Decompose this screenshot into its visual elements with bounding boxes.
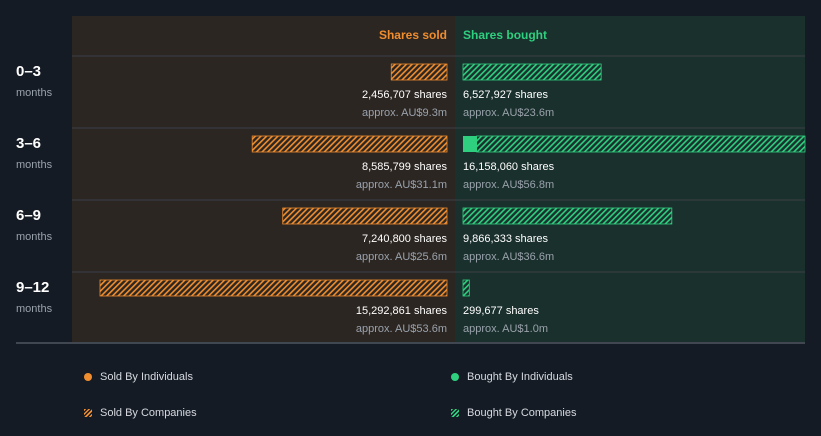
- bought-companies-bar: [462, 207, 673, 225]
- bought-companies-bar: [462, 63, 602, 81]
- legend-label: Bought By Individuals: [467, 371, 573, 383]
- period-label: 0–3: [16, 63, 41, 80]
- sold-companies-bar: [390, 63, 448, 81]
- bought-value-label: approx. AU$23.6m: [463, 107, 554, 119]
- bought-value-label: approx. AU$1.0m: [463, 323, 548, 335]
- sold-value-label: approx. AU$25.6m: [356, 251, 447, 263]
- legend-sold-individuals: Sold By Individuals: [84, 371, 193, 383]
- period-label: 3–6: [16, 135, 41, 152]
- period-label: 6–9: [16, 207, 41, 224]
- legend-label: Sold By Individuals: [100, 371, 193, 383]
- period-unit: months: [16, 303, 53, 315]
- sold-shares-label: 7,240,800 shares: [362, 233, 448, 245]
- sold-shares-label: 2,456,707 shares: [362, 89, 448, 101]
- legend-bought-individuals: Bought By Individuals: [451, 371, 573, 383]
- green-hatch-icon: [451, 409, 459, 417]
- sold-companies-bar: [282, 207, 448, 225]
- legend-label: Bought By Companies: [467, 407, 577, 419]
- bought-value-label: approx. AU$56.8m: [463, 179, 554, 191]
- period-label: 9–12: [16, 279, 49, 296]
- sold-value-label: approx. AU$31.1m: [356, 179, 447, 191]
- sold-companies-bar: [251, 135, 448, 153]
- sold-shares-label: 8,585,799 shares: [362, 161, 448, 173]
- legend-sold-companies: Sold By Companies: [84, 407, 197, 419]
- orange-hatch-icon: [84, 409, 92, 417]
- bought-individuals-bar: [463, 136, 477, 152]
- period-unit: months: [16, 159, 53, 171]
- bought-column-header: Shares bought: [463, 28, 547, 42]
- bought-shares-label: 9,866,333 shares: [463, 233, 549, 245]
- sold-shares-label: 15,292,861 shares: [356, 305, 448, 317]
- sold-companies-bar: [99, 279, 448, 297]
- bought-companies-bar: [462, 279, 470, 297]
- sold-column-header: Shares sold: [379, 28, 447, 42]
- bought-shares-label: 16,158,060 shares: [463, 161, 555, 173]
- bought-shares-label: 299,677 shares: [463, 305, 539, 317]
- orange-dot-icon: [84, 373, 92, 381]
- green-dot-icon: [451, 373, 459, 381]
- sold-value-label: approx. AU$53.6m: [356, 323, 447, 335]
- period-unit: months: [16, 231, 53, 243]
- sold-value-label: approx. AU$9.3m: [362, 107, 447, 119]
- bought-companies-bar: [476, 135, 806, 153]
- legend-label: Sold By Companies: [100, 407, 197, 419]
- period-unit: months: [16, 87, 53, 99]
- bought-value-label: approx. AU$36.6m: [463, 251, 554, 263]
- legend-bought-companies: Bought By Companies: [451, 407, 576, 419]
- bought-shares-label: 6,527,927 shares: [463, 89, 549, 101]
